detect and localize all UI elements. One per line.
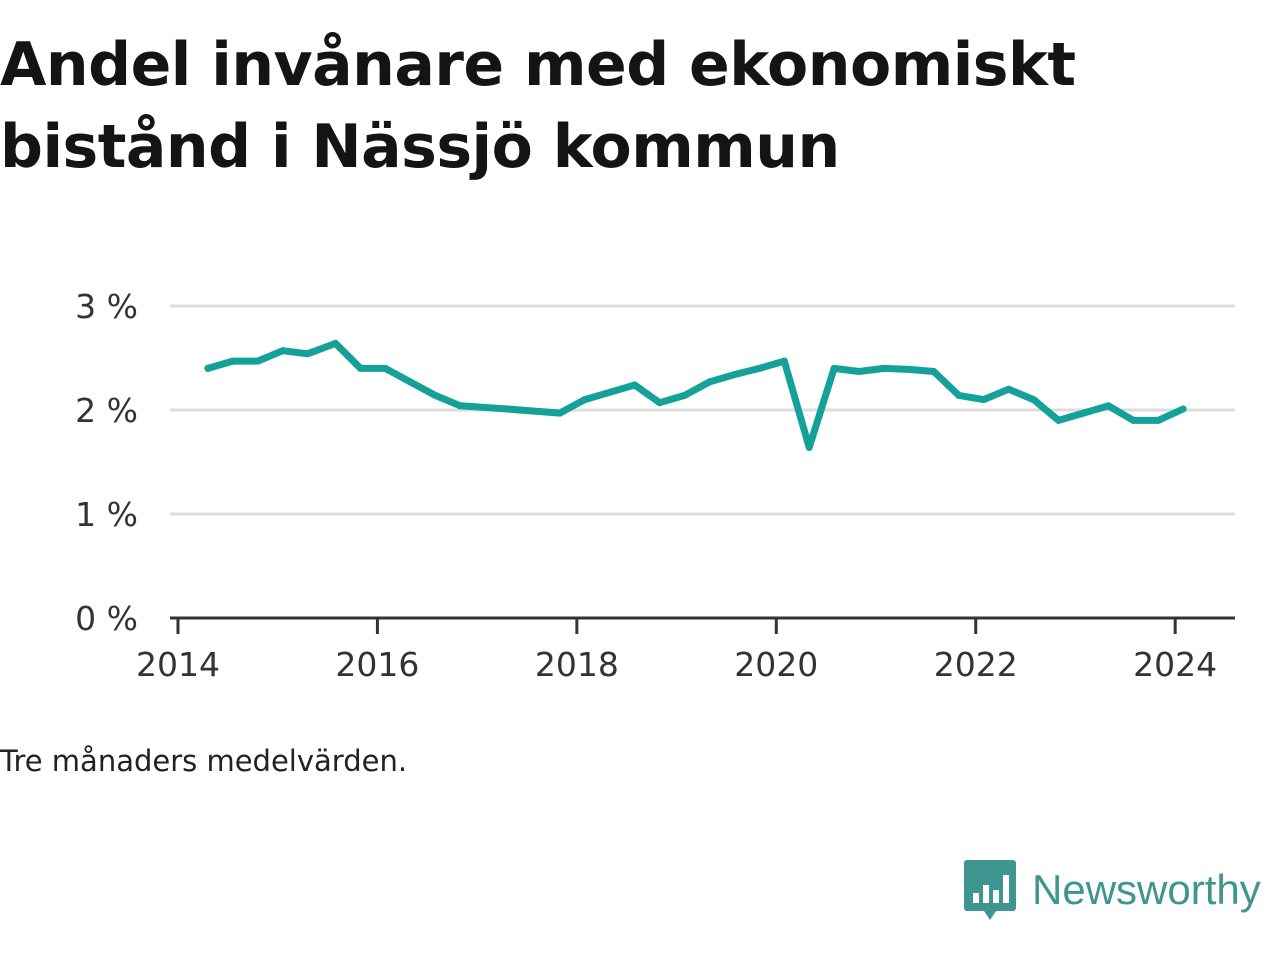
brand-name: Newsworthy xyxy=(1032,866,1261,913)
x-tick-label: 2020 xyxy=(734,645,818,684)
data-point-23 xyxy=(830,364,838,372)
x-axis: 2014 2016 2018 2020 2022 2024 xyxy=(136,616,1235,684)
x-tick-label: 2024 xyxy=(1133,645,1217,684)
data-point-32 xyxy=(1055,416,1062,424)
series-line-0 xyxy=(204,339,1187,451)
y-tick-label: 2 % xyxy=(75,391,138,430)
data-point-0 xyxy=(204,364,212,372)
data-point-19 xyxy=(730,371,738,379)
data-point-36 xyxy=(1154,416,1162,424)
data-point-1 xyxy=(229,357,237,365)
series-layer xyxy=(204,339,1187,451)
data-point-17 xyxy=(681,391,689,399)
data-point-4 xyxy=(304,350,312,358)
chart-title: Andel invånare med ekonomiskt bistånd i … xyxy=(0,30,1076,182)
data-point-21 xyxy=(780,357,788,365)
data-point-7 xyxy=(381,364,389,372)
chart-note: Tre månaders medelvärden. xyxy=(0,744,408,778)
data-point-12 xyxy=(556,409,564,417)
data-point-34 xyxy=(1104,402,1112,410)
data-point-31 xyxy=(1030,396,1038,404)
data-point-8 xyxy=(406,378,414,386)
y-tick-label: 0 % xyxy=(75,599,138,638)
data-point-14 xyxy=(606,388,614,396)
data-point-22 xyxy=(805,443,813,451)
y-axis-ticks: 0 % 1 % 2 % 3 % xyxy=(75,287,138,638)
data-point-2 xyxy=(254,357,262,365)
newsworthy-icon xyxy=(964,860,1016,920)
x-tick-label: 2016 xyxy=(335,645,419,684)
data-point-13 xyxy=(581,396,589,404)
data-point-29 xyxy=(980,396,988,404)
data-point-6 xyxy=(357,364,364,372)
data-point-16 xyxy=(656,399,664,407)
data-point-35 xyxy=(1129,416,1137,424)
data-point-30 xyxy=(1005,385,1013,393)
x-tick-label: 2014 xyxy=(136,645,220,684)
x-tick-label: 2018 xyxy=(535,645,619,684)
data-point-15 xyxy=(631,381,639,389)
data-point-18 xyxy=(706,378,713,386)
data-point-24 xyxy=(855,368,863,375)
data-point-3 xyxy=(279,347,287,355)
data-point-20 xyxy=(755,364,763,372)
line-chart: 0 % 1 % 2 % 3 % 2014 2016 2018 2020 2022 2024 xyxy=(75,287,1235,684)
data-point-9 xyxy=(431,391,439,399)
data-point-5 xyxy=(332,339,339,347)
data-point-28 xyxy=(955,391,963,399)
data-point-37 xyxy=(1179,405,1187,413)
data-point-25 xyxy=(880,364,888,372)
brand-logo[interactable]: Newsworthy xyxy=(964,860,1261,930)
data-point-10 xyxy=(456,402,464,410)
data-point-26 xyxy=(905,365,913,373)
data-point-27 xyxy=(930,368,938,375)
data-point-11 xyxy=(503,405,511,413)
y-tick-label: 3 % xyxy=(75,287,138,326)
y-tick-label: 1 % xyxy=(75,495,138,534)
data-point-33 xyxy=(1079,409,1087,417)
grid-lines xyxy=(170,304,1235,516)
x-tick-label: 2022 xyxy=(934,645,1018,684)
